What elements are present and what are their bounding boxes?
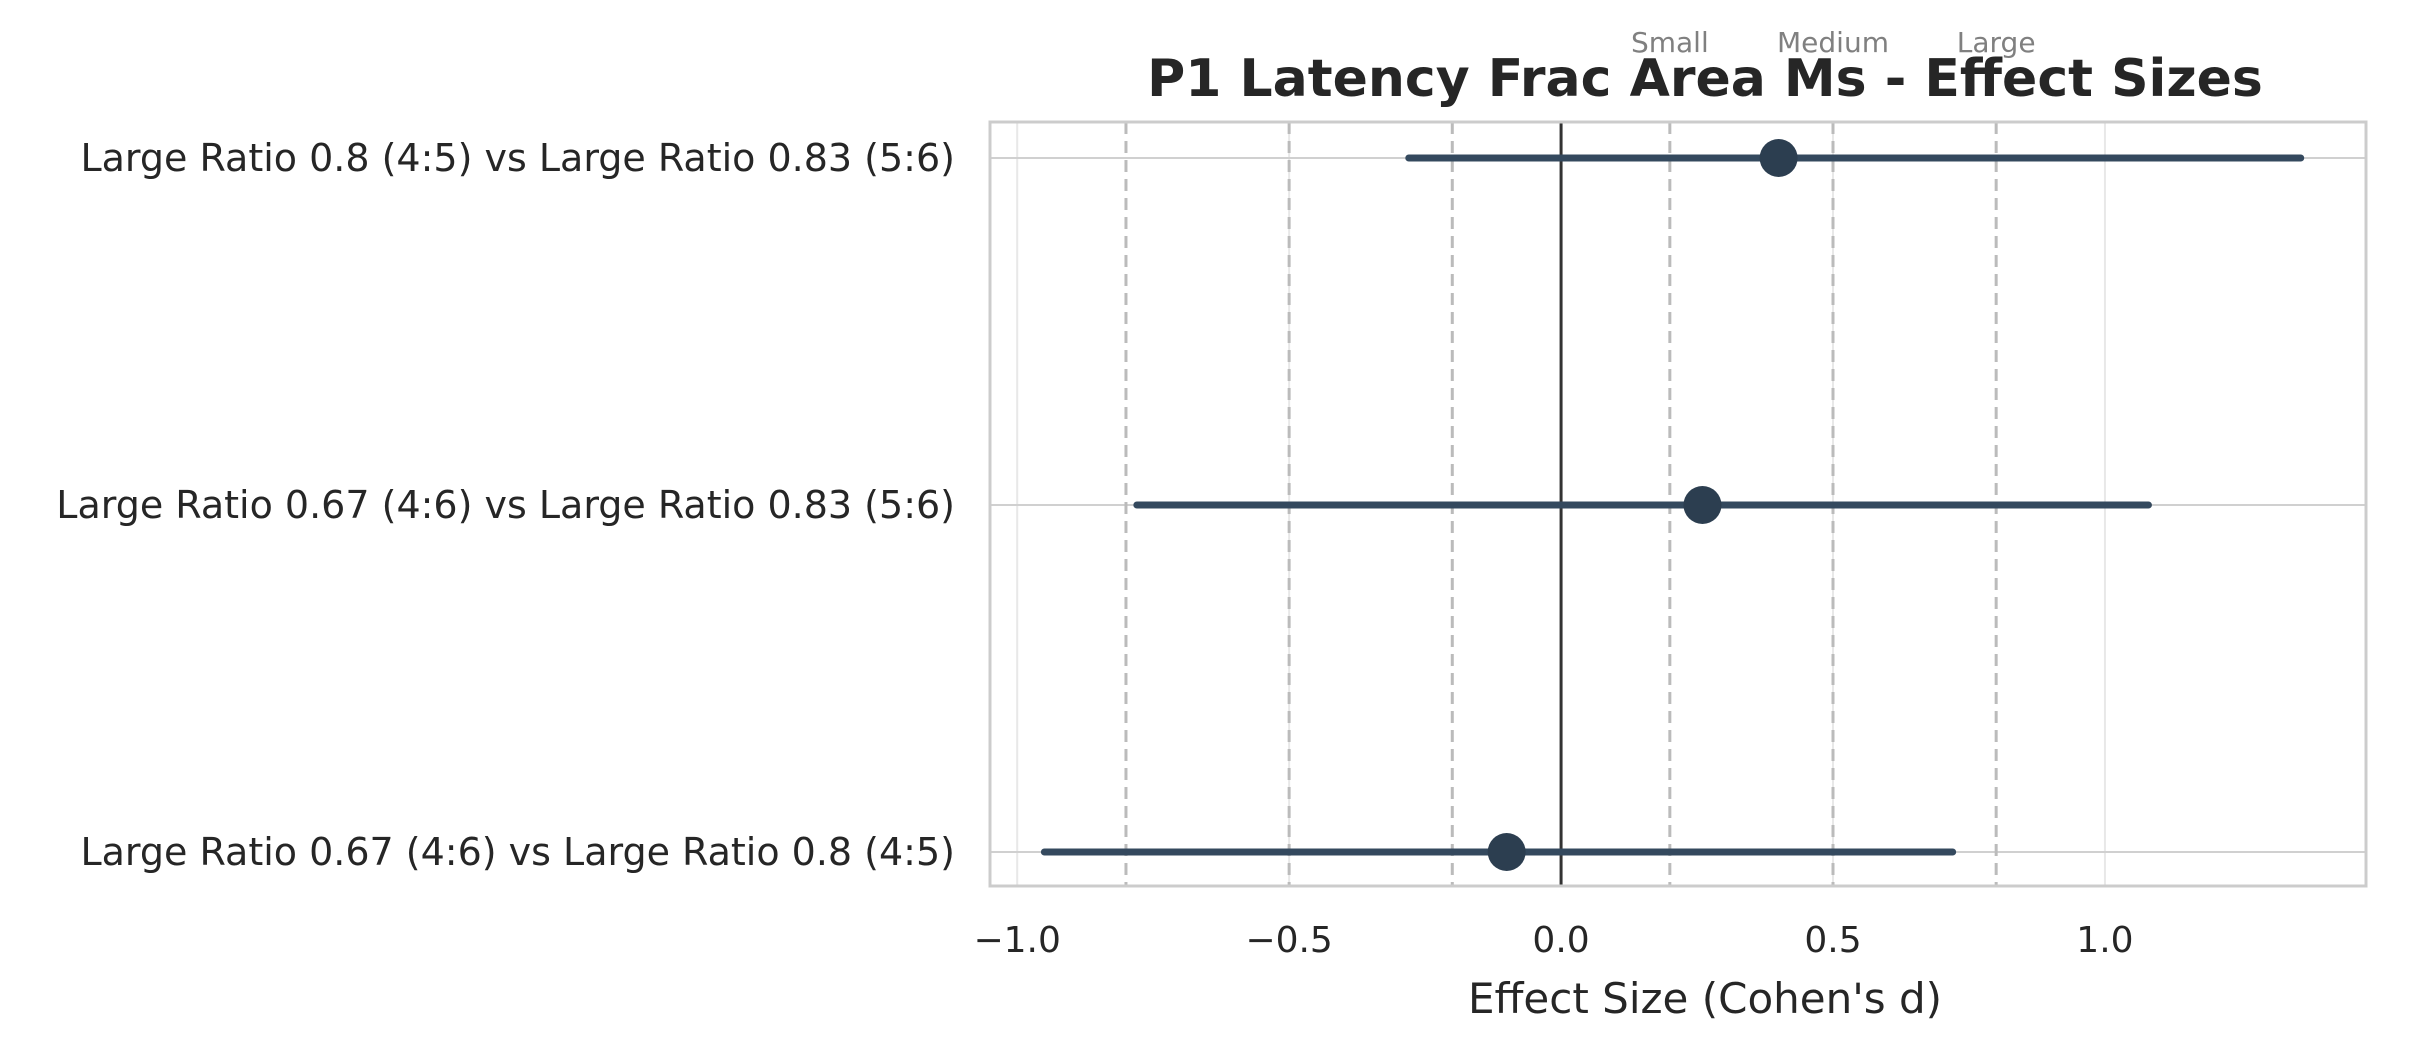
effect-size-point — [1759, 139, 1798, 177]
threshold-labels: Small Medium Large — [1631, 26, 2036, 59]
effect-size-point — [1683, 486, 1722, 524]
threshold-label: Medium — [1777, 26, 1889, 59]
x-tick-label: 0.5 — [1804, 920, 1861, 961]
x-tick-label: 0.0 — [1532, 920, 1589, 961]
threshold-label: Large — [1957, 26, 2036, 59]
comparison-row — [1133, 486, 2152, 524]
comparison-label: Large Ratio 0.8 (4:5) vs Large Ratio 0.8… — [80, 136, 955, 180]
comparison-row — [1405, 139, 2305, 177]
comparison-label: Large Ratio 0.67 (4:6) vs Large Ratio 0.… — [80, 830, 955, 874]
threshold-label: Small — [1631, 26, 1709, 59]
x-tick-label: −1.0 — [973, 920, 1060, 961]
x-axis-label: Effect Size (Cohen's d) — [1468, 974, 1942, 1023]
x-axis-tick-labels: −1.0 −0.5 0.0 0.5 1.0 — [973, 920, 2133, 961]
plot-frame — [988, 120, 2368, 888]
effect-size-point — [1487, 833, 1526, 871]
x-tick-label: 1.0 — [2076, 920, 2133, 961]
effect-size-marks — [1040, 139, 2305, 871]
x-tick-label: −0.5 — [1245, 920, 1332, 961]
chart-title: P1 Latency Frac Area Ms - Effect Sizes — [1147, 49, 2263, 109]
comparison-label: Large Ratio 0.67 (4:6) vs Large Ratio 0.… — [56, 483, 955, 527]
comparison-row — [1040, 833, 1957, 871]
y-axis-labels: Large Ratio 0.8 (4:5) vs Large Ratio 0.8… — [56, 136, 955, 874]
